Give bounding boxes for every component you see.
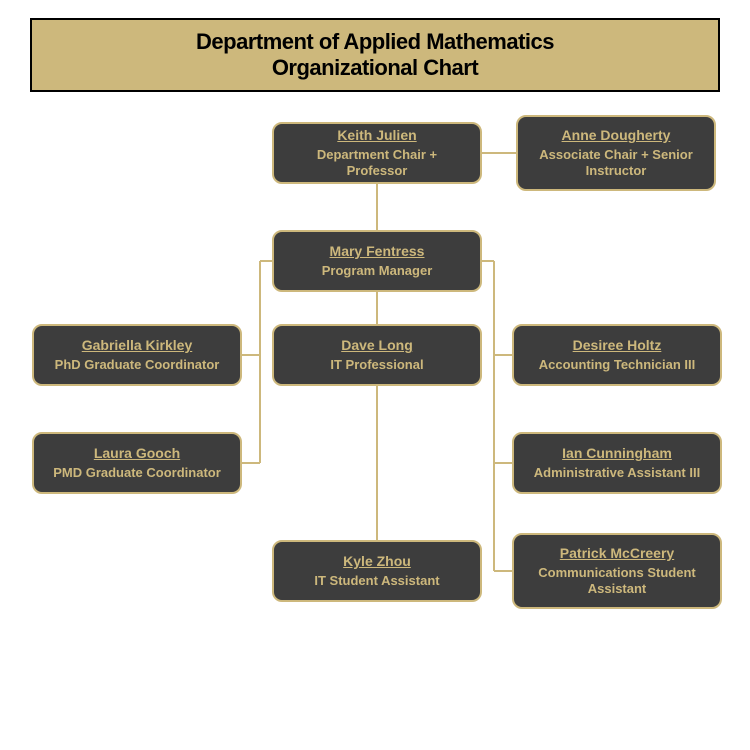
person-name: Keith Julien (337, 127, 416, 145)
person-role: Program Manager (322, 263, 433, 279)
person-name: Dave Long (341, 337, 413, 355)
person-role: Associate Chair + Senior Instructor (530, 147, 702, 180)
title-line-1: Department of Applied Mathematics (196, 29, 554, 55)
person-name: Ian Cunningham (562, 445, 672, 463)
person-name: Mary Fentress (330, 243, 425, 261)
person-role: Administrative Assistant III (534, 465, 700, 481)
person-role: Communications Student Assistant (526, 565, 708, 598)
person-role: Accounting Technician III (539, 357, 696, 373)
chart-title: Department of Applied Mathematics Organi… (30, 18, 720, 92)
person-role: Department Chair + Professor (286, 147, 468, 180)
org-node-anne: Anne Dougherty Associate Chair + Senior I… (516, 115, 716, 191)
org-node-keith: Keith Julien Department Chair + Professor (272, 122, 482, 184)
person-name: Laura Gooch (94, 445, 180, 463)
person-role: PMD Graduate Coordinator (53, 465, 221, 481)
person-name: Kyle Zhou (343, 553, 411, 571)
person-name: Desiree Holtz (573, 337, 662, 355)
org-node-kyle: Kyle Zhou IT Student Assistant (272, 540, 482, 602)
org-node-patrick: Patrick McCreery Communications Student A… (512, 533, 722, 609)
person-name: Gabriella Kirkley (82, 337, 193, 355)
person-role: IT Professional (330, 357, 423, 373)
org-node-dave: Dave Long IT Professional (272, 324, 482, 386)
person-name: Patrick McCreery (560, 545, 674, 563)
org-node-mary: Mary Fentress Program Manager (272, 230, 482, 292)
title-line-2: Organizational Chart (272, 55, 478, 81)
org-node-gabriella: Gabriella Kirkley PhD Graduate Coordinato… (32, 324, 242, 386)
person-name: Anne Dougherty (562, 127, 671, 145)
person-role: PhD Graduate Coordinator (55, 357, 220, 373)
org-node-laura: Laura Gooch PMD Graduate Coordinator (32, 432, 242, 494)
org-node-desiree: Desiree Holtz Accounting Technician III (512, 324, 722, 386)
person-role: IT Student Assistant (314, 573, 439, 589)
org-node-ian: Ian Cunningham Administrative Assistant I… (512, 432, 722, 494)
